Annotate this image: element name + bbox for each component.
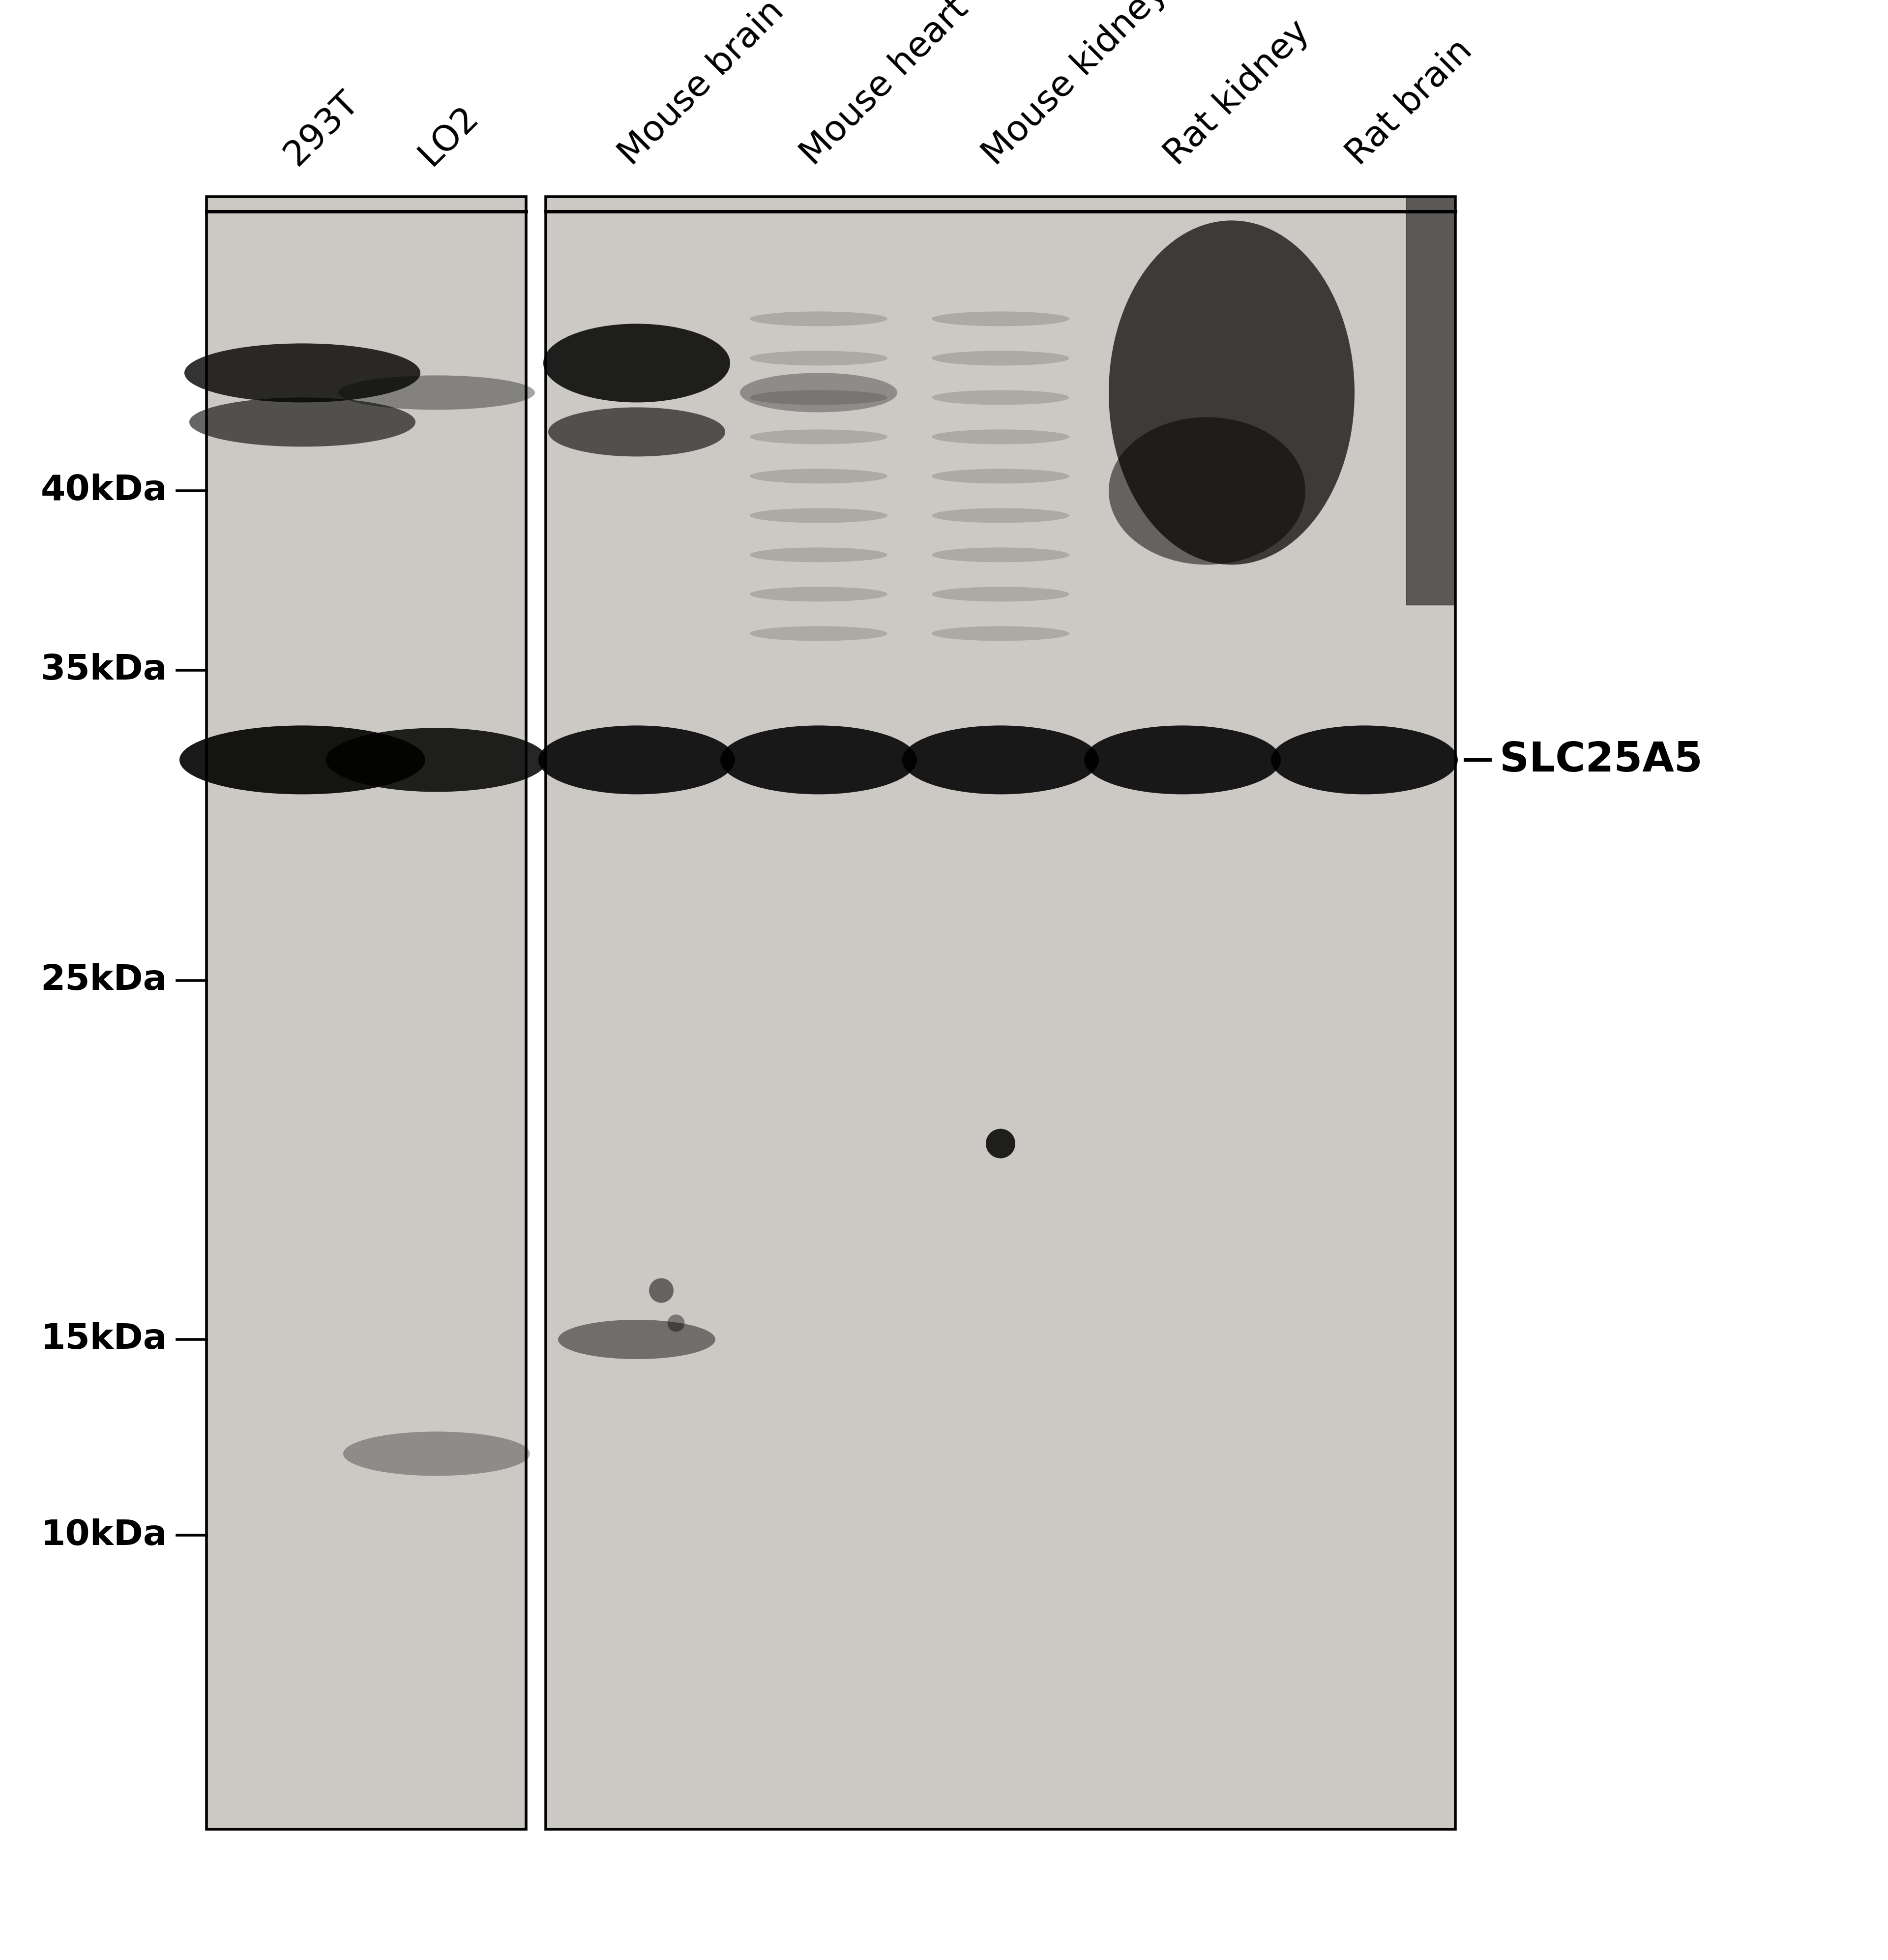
Ellipse shape	[750, 429, 887, 445]
Ellipse shape	[721, 725, 918, 794]
Ellipse shape	[931, 429, 1069, 445]
Ellipse shape	[185, 343, 421, 402]
Text: SLC25A5: SLC25A5	[1499, 741, 1703, 780]
Ellipse shape	[1084, 725, 1280, 794]
Text: Mouse kidney: Mouse kidney	[976, 0, 1174, 172]
Ellipse shape	[931, 547, 1069, 563]
Text: 15kDa: 15kDa	[40, 1323, 168, 1356]
Ellipse shape	[649, 1278, 674, 1303]
Ellipse shape	[338, 376, 534, 410]
Ellipse shape	[931, 351, 1069, 367]
Ellipse shape	[1271, 725, 1458, 794]
Text: 293T: 293T	[278, 84, 366, 172]
Ellipse shape	[750, 586, 887, 602]
Ellipse shape	[931, 586, 1069, 602]
Text: 25kDa: 25kDa	[42, 962, 168, 998]
Bar	[1407, 196, 1456, 606]
Ellipse shape	[931, 390, 1069, 406]
Ellipse shape	[750, 547, 887, 563]
Ellipse shape	[902, 725, 1099, 794]
Ellipse shape	[740, 372, 897, 412]
Bar	[546, 196, 1456, 1829]
Text: Mouse heart: Mouse heart	[795, 0, 974, 172]
Ellipse shape	[179, 725, 425, 794]
Ellipse shape	[931, 508, 1069, 523]
Ellipse shape	[344, 1431, 531, 1476]
Ellipse shape	[189, 398, 415, 447]
Ellipse shape	[1108, 220, 1354, 564]
Ellipse shape	[986, 1129, 1016, 1158]
Bar	[206, 196, 527, 1829]
Text: 40kDa: 40kDa	[40, 474, 168, 508]
Ellipse shape	[750, 508, 887, 523]
Ellipse shape	[750, 625, 887, 641]
Ellipse shape	[931, 468, 1069, 484]
Ellipse shape	[750, 312, 887, 325]
Bar	[206, 196, 527, 1829]
Ellipse shape	[750, 351, 887, 367]
Ellipse shape	[538, 725, 734, 794]
Bar	[546, 196, 1456, 1829]
Text: 35kDa: 35kDa	[40, 653, 168, 688]
Ellipse shape	[668, 1315, 685, 1331]
Ellipse shape	[548, 408, 725, 457]
Ellipse shape	[931, 312, 1069, 325]
Ellipse shape	[750, 390, 887, 406]
Ellipse shape	[544, 323, 731, 402]
Text: Rat kidney: Rat kidney	[1159, 14, 1316, 172]
Text: Mouse brain: Mouse brain	[614, 0, 791, 172]
Text: Rat brain: Rat brain	[1340, 33, 1478, 172]
Text: LO2: LO2	[413, 100, 485, 172]
Ellipse shape	[1108, 417, 1305, 564]
Ellipse shape	[750, 468, 887, 484]
Ellipse shape	[559, 1319, 716, 1358]
Ellipse shape	[327, 727, 548, 792]
Ellipse shape	[931, 625, 1069, 641]
Text: 10kDa: 10kDa	[40, 1519, 168, 1552]
